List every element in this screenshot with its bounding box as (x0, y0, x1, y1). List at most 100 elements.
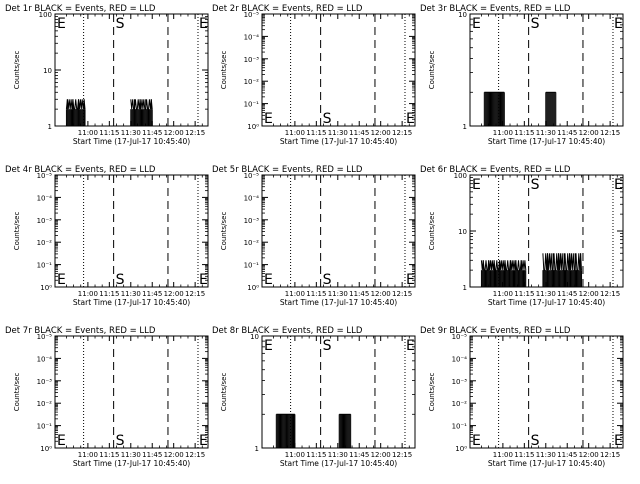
x-axis-label: Start Time (17-Jul-17 10:45:40) (73, 459, 190, 468)
x-axis-label: Start Time (17-Jul-17 10:45:40) (73, 137, 190, 146)
marker-letter-e: E (264, 272, 273, 288)
y-axis-label: Counts/sec (13, 51, 21, 90)
marker-letter-e: E (472, 177, 481, 193)
x-tick-label: 12:00 (371, 451, 391, 459)
x-tick-label: 11:15 (306, 129, 326, 137)
y-tick-label: 10⁻¹ (244, 262, 260, 270)
marker-letter-s: S (116, 16, 125, 32)
panel-title: Det 3r BLACK = Events, RED = LLD (420, 4, 571, 14)
x-tick-label: 11:00 (285, 129, 305, 137)
x-tick-label: 11:15 (514, 129, 534, 137)
x-tick-label: 12:15 (600, 129, 620, 137)
y-tick-label: 10⁻¹ (37, 423, 53, 431)
event-trace (65, 99, 86, 110)
panel-title: Det 4r BLACK = Events, RED = LLD (5, 165, 156, 175)
y-tick-label: 10⁻³ (244, 56, 260, 64)
marker-letter-e: E (472, 16, 481, 32)
x-tick-label: 11:30 (328, 290, 348, 298)
y-tick-label: 10⁻¹ (452, 423, 468, 431)
y-tick-label: 1 (255, 445, 259, 453)
x-axis-label: Start Time (17-Jul-17 10:45:40) (280, 298, 397, 307)
x-axis-label: Start Time (17-Jul-17 10:45:40) (280, 137, 397, 146)
x-tick-label: 11:00 (493, 290, 513, 298)
y-tick-label: 10⁻⁴ (37, 355, 53, 363)
x-tick-label: 11:30 (121, 290, 141, 298)
panel-7r: Det 7r BLACK = Events, RED = LLD Counts/s… (5, 326, 209, 468)
x-axis-label: Start Time (17-Jul-17 10:45:40) (280, 459, 397, 468)
y-tick-label: 10 (458, 228, 467, 236)
x-tick-label: 11:00 (78, 129, 98, 137)
marker-letter-e: E (199, 272, 208, 288)
y-axis-label: Counts/sec (220, 373, 228, 412)
marker-letter-e: E (406, 272, 415, 288)
y-axis-label: Counts/sec (220, 51, 228, 90)
x-tick-label: 11:00 (285, 451, 305, 459)
y-tick-label: 10 (43, 67, 52, 75)
y-tick-label: 10⁻³ (244, 217, 260, 225)
x-tick-label: 12:00 (371, 129, 391, 137)
y-tick-label: 10⁻⁴ (244, 33, 260, 41)
x-tick-label: 12:15 (600, 451, 620, 459)
panel-4r: Det 4r BLACK = Events, RED = LLD Counts/s… (5, 165, 209, 307)
event-trace (542, 253, 582, 271)
x-tick-label: 12:15 (392, 290, 412, 298)
y-tick-label: 10⁰ (40, 284, 52, 292)
y-tick-label: 100 (454, 172, 467, 180)
x-tick-label: 12:15 (185, 451, 205, 459)
plot-frame (261, 13, 416, 127)
x-axis-label: Start Time (17-Jul-17 10:45:40) (488, 137, 605, 146)
y-tick-label: 10⁻³ (37, 217, 53, 225)
panel-9r: Det 9r BLACK = Events, RED = LLD Counts/s… (420, 326, 624, 468)
y-tick-label: 10⁻² (452, 400, 468, 408)
y-tick-label: 10⁻⁵ (452, 333, 468, 341)
event-trace (480, 260, 527, 271)
x-tick-label: 11:15 (99, 129, 119, 137)
panel-2r: Det 2r BLACK = Events, RED = LLD Counts/s… (212, 4, 416, 146)
y-tick-label: 10⁻² (37, 239, 53, 247)
y-tick-label: 10⁰ (247, 284, 259, 292)
x-tick-label: 12:15 (392, 451, 412, 459)
y-tick-label: 10⁻⁵ (37, 172, 53, 180)
plot-frame (261, 335, 416, 449)
x-tick-label: 12:00 (164, 129, 184, 137)
y-tick-label: 100 (39, 11, 52, 19)
x-tick-label: 11:30 (536, 129, 556, 137)
y-tick-label: 10⁻² (37, 400, 53, 408)
x-tick-label: 12:15 (185, 290, 205, 298)
x-tick-label: 11:30 (121, 451, 141, 459)
x-axis-label: Start Time (17-Jul-17 10:45:40) (488, 298, 605, 307)
x-tick-label: 12:00 (164, 290, 184, 298)
plot-frame (469, 335, 624, 449)
y-axis-label: Counts/sec (428, 51, 436, 90)
x-tick-label: 11:00 (285, 290, 305, 298)
panel-3r: Det 3r BLACK = Events, RED = LLD Counts/s… (420, 4, 624, 146)
x-tick-label: 11:30 (536, 290, 556, 298)
marker-letter-e: E (57, 433, 66, 449)
marker-letter-e: E (406, 338, 415, 354)
y-axis-label: Counts/sec (428, 212, 436, 251)
panel-1r: Det 1r BLACK = Events, RED = LLD Counts/s… (5, 4, 209, 146)
panel-title: Det 5r BLACK = Events, RED = LLD (212, 165, 363, 175)
panel-title: Det 6r BLACK = Events, RED = LLD (420, 165, 571, 175)
x-tick-label: 12:15 (185, 129, 205, 137)
x-axis-label: Start Time (17-Jul-17 10:45:40) (488, 459, 605, 468)
y-tick-label: 10⁻¹ (244, 101, 260, 109)
x-tick-label: 12:00 (579, 451, 599, 459)
y-tick-label: 10⁻⁴ (244, 194, 260, 202)
x-tick-label: 11:15 (99, 451, 119, 459)
plot-frame (54, 335, 209, 449)
x-tick-label: 11:15 (514, 451, 534, 459)
panel-8r: Det 8r BLACK = Events, RED = LLD Counts/s… (212, 326, 416, 468)
x-tick-label: 11:45 (557, 290, 577, 298)
panel-title: Det 1r BLACK = Events, RED = LLD (5, 4, 156, 14)
x-tick-label: 11:45 (349, 129, 369, 137)
y-tick-label: 10⁻⁵ (244, 172, 260, 180)
event-trace (130, 99, 153, 110)
x-tick-label: 11:15 (306, 290, 326, 298)
x-tick-label: 12:00 (164, 451, 184, 459)
x-axis-label: Start Time (17-Jul-17 10:45:40) (73, 298, 190, 307)
y-tick-label: 10⁻⁵ (244, 11, 260, 19)
x-tick-label: 11:30 (536, 451, 556, 459)
marker-letter-s: S (116, 272, 125, 288)
y-tick-label: 10 (250, 333, 259, 341)
